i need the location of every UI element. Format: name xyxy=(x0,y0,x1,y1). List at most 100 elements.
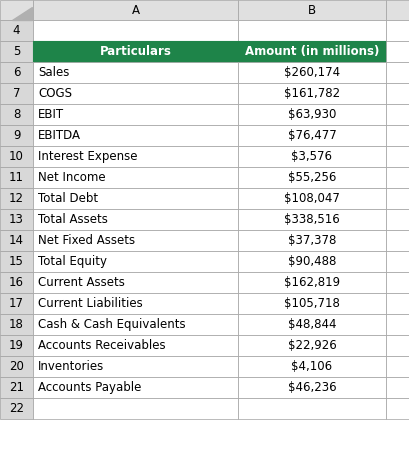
Text: $22,926: $22,926 xyxy=(288,339,336,352)
Bar xyxy=(33,398,238,419)
Text: $162,819: $162,819 xyxy=(284,276,340,289)
Bar xyxy=(33,377,238,398)
Bar xyxy=(386,188,409,209)
Text: Accounts Receivables: Accounts Receivables xyxy=(38,339,166,352)
Text: $338,516: $338,516 xyxy=(284,213,340,226)
Text: Amount (in millions): Amount (in millions) xyxy=(245,45,379,58)
Text: Cash & Cash Equivalents: Cash & Cash Equivalents xyxy=(38,318,186,331)
Bar xyxy=(0,41,33,62)
Bar xyxy=(33,272,238,293)
Bar xyxy=(33,335,238,356)
Bar xyxy=(0,272,33,293)
Bar xyxy=(33,209,238,230)
Bar xyxy=(238,167,386,188)
Bar xyxy=(386,398,409,419)
Bar xyxy=(238,188,386,209)
Bar xyxy=(0,293,33,314)
Bar xyxy=(0,125,33,146)
Bar xyxy=(0,356,33,377)
Text: EBIT: EBIT xyxy=(38,108,64,121)
Bar xyxy=(386,167,409,188)
Bar xyxy=(386,335,409,356)
Bar xyxy=(238,398,386,419)
Bar xyxy=(0,83,33,104)
Bar xyxy=(238,20,386,41)
Bar xyxy=(386,314,409,335)
Text: Inventories: Inventories xyxy=(38,360,104,373)
Bar xyxy=(0,398,33,419)
Bar xyxy=(386,62,409,83)
Text: $55,256: $55,256 xyxy=(288,171,336,184)
Text: $63,930: $63,930 xyxy=(288,108,336,121)
Text: Sales: Sales xyxy=(38,66,70,79)
Text: $76,477: $76,477 xyxy=(288,129,336,142)
Bar xyxy=(238,314,386,335)
Text: 17: 17 xyxy=(9,297,24,310)
Text: Interest Expense: Interest Expense xyxy=(38,150,137,163)
Text: B: B xyxy=(308,4,316,16)
Text: $3,576: $3,576 xyxy=(292,150,333,163)
Text: 21: 21 xyxy=(9,381,24,394)
Bar xyxy=(0,377,33,398)
Text: 9: 9 xyxy=(13,129,20,142)
Bar xyxy=(0,251,33,272)
Text: Net Income: Net Income xyxy=(38,171,106,184)
Text: Current Assets: Current Assets xyxy=(38,276,125,289)
Text: $161,782: $161,782 xyxy=(284,87,340,100)
Bar xyxy=(238,377,386,398)
Text: Particulars: Particulars xyxy=(99,45,171,58)
Bar xyxy=(238,272,386,293)
Bar xyxy=(238,293,386,314)
Bar xyxy=(0,230,33,251)
Bar xyxy=(33,41,238,62)
Text: 8: 8 xyxy=(13,108,20,121)
Bar xyxy=(238,62,386,83)
Text: EBITDA: EBITDA xyxy=(38,129,81,142)
Text: $48,844: $48,844 xyxy=(288,318,336,331)
Bar xyxy=(33,104,238,125)
Bar xyxy=(238,146,386,167)
Bar xyxy=(0,335,33,356)
Bar xyxy=(386,20,409,41)
Bar xyxy=(386,104,409,125)
Text: $108,047: $108,047 xyxy=(284,192,340,205)
Bar xyxy=(33,230,238,251)
Bar xyxy=(0,146,33,167)
Text: 12: 12 xyxy=(9,192,24,205)
Bar xyxy=(33,146,238,167)
Text: $4,106: $4,106 xyxy=(292,360,333,373)
Bar xyxy=(33,20,238,41)
Text: Accounts Payable: Accounts Payable xyxy=(38,381,142,394)
Bar xyxy=(386,356,409,377)
Bar xyxy=(33,188,238,209)
Bar xyxy=(0,167,33,188)
Text: $90,488: $90,488 xyxy=(288,255,336,268)
Bar xyxy=(0,314,33,335)
Polygon shape xyxy=(11,7,32,20)
Bar xyxy=(33,62,238,83)
Bar xyxy=(238,83,386,104)
Text: 11: 11 xyxy=(9,171,24,184)
Bar xyxy=(0,209,33,230)
Text: Total Assets: Total Assets xyxy=(38,213,108,226)
Text: COGS: COGS xyxy=(38,87,72,100)
Bar xyxy=(386,0,409,20)
Bar xyxy=(386,251,409,272)
Bar xyxy=(33,314,238,335)
Bar xyxy=(386,272,409,293)
Text: 20: 20 xyxy=(9,360,24,373)
Bar xyxy=(0,62,33,83)
Bar xyxy=(238,251,386,272)
Bar xyxy=(386,41,409,62)
Text: Net Fixed Assets: Net Fixed Assets xyxy=(38,234,135,247)
Bar xyxy=(33,293,238,314)
Bar xyxy=(238,356,386,377)
Bar xyxy=(238,41,386,62)
Text: 18: 18 xyxy=(9,318,24,331)
Text: Total Equity: Total Equity xyxy=(38,255,107,268)
Text: 16: 16 xyxy=(9,276,24,289)
Text: 14: 14 xyxy=(9,234,24,247)
Text: $260,174: $260,174 xyxy=(284,66,340,79)
Bar xyxy=(33,167,238,188)
Bar xyxy=(386,209,409,230)
